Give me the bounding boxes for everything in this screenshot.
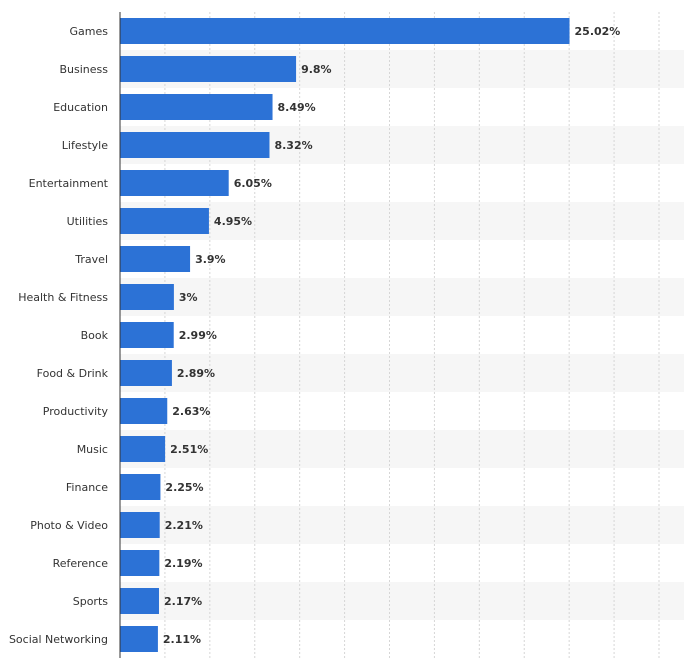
bar[interactable] (120, 588, 159, 614)
value-label: 2.99% (179, 329, 217, 342)
bars (120, 18, 570, 652)
category-label: Utilities (67, 215, 109, 228)
bar[interactable] (120, 322, 174, 348)
category-label: Productivity (43, 405, 109, 418)
value-label: 3% (179, 291, 198, 304)
bar[interactable] (120, 208, 209, 234)
value-label: 8.32% (274, 139, 312, 152)
bar[interactable] (120, 626, 158, 652)
category-label: Social Networking (9, 633, 108, 646)
value-label: 8.49% (278, 101, 316, 114)
category-label: Food & Drink (37, 367, 109, 380)
row-stripes (120, 50, 684, 620)
category-label: Business (59, 63, 108, 76)
value-label: 4.95% (214, 215, 252, 228)
bar[interactable] (120, 170, 229, 196)
row-stripe (120, 354, 684, 392)
value-labels: 25.02% 9.8% 8.49% 8.32% 6.05% 4.95% 3.9% 3% 2.99… (163, 25, 620, 646)
value-label: 2.19% (164, 557, 202, 570)
bar[interactable] (120, 550, 160, 576)
value-label: 2.17% (164, 595, 202, 608)
category-label: Book (81, 329, 109, 342)
value-label: 2.11% (163, 633, 201, 646)
bar[interactable] (120, 246, 191, 272)
row-stripe (120, 506, 684, 544)
value-label: 2.63% (172, 405, 210, 418)
category-label: Travel (74, 253, 108, 266)
bar[interactable] (120, 284, 174, 310)
value-label: 25.02% (575, 25, 621, 38)
row-stripe (120, 278, 684, 316)
bar[interactable] (120, 436, 166, 462)
category-label: Finance (66, 481, 108, 494)
row-stripe (120, 582, 684, 620)
row-stripe (120, 202, 684, 240)
bar[interactable] (120, 360, 172, 386)
category-label: Reference (53, 557, 109, 570)
value-label: 2.25% (165, 481, 203, 494)
value-label: 2.89% (177, 367, 215, 380)
bar[interactable] (120, 132, 270, 158)
row-stripe (120, 430, 684, 468)
value-label: 9.8% (301, 63, 332, 76)
bar[interactable] (120, 18, 570, 44)
bar[interactable] (120, 474, 161, 500)
value-label: 2.21% (165, 519, 203, 532)
category-labels: Games Business Education Lifestyle Entertain… (9, 25, 109, 646)
bar[interactable] (120, 512, 160, 538)
value-label: 3.9% (195, 253, 226, 266)
category-label: Games (70, 25, 109, 38)
bar[interactable] (120, 398, 168, 424)
category-label: Music (77, 443, 108, 456)
value-label: 6.05% (234, 177, 272, 190)
category-label: Entertainment (29, 177, 109, 190)
bar[interactable] (120, 94, 273, 120)
value-label: 2.51% (170, 443, 208, 456)
category-label: Health & Fitness (18, 291, 108, 304)
category-label: Photo & Video (30, 519, 108, 532)
category-label: Sports (73, 595, 109, 608)
category-label: Lifestyle (62, 139, 108, 152)
category-label: Education (53, 101, 108, 114)
bar[interactable] (120, 56, 297, 82)
